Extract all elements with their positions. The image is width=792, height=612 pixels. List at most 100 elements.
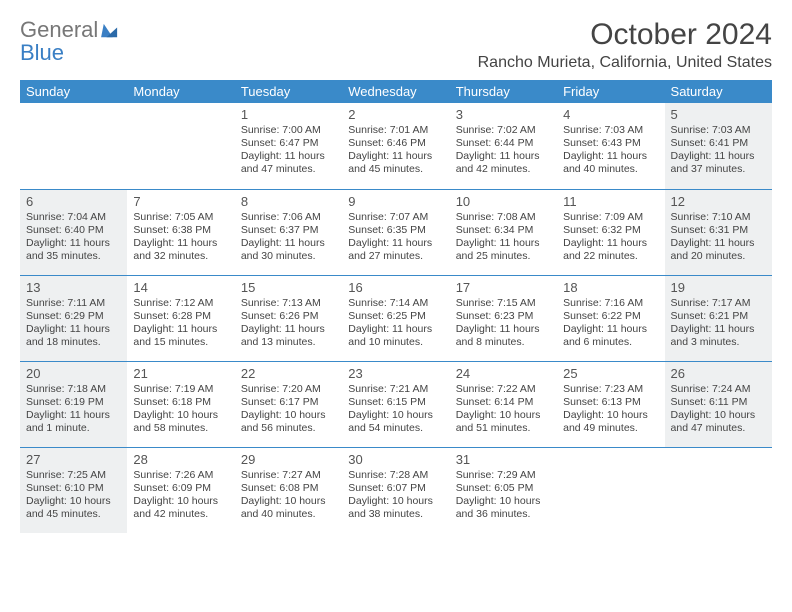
calendar-cell	[20, 103, 127, 189]
calendar-week: 27Sunrise: 7:25 AMSunset: 6:10 PMDayligh…	[20, 447, 772, 533]
calendar-cell: 16 Sunrise: 7:14 AMSunset: 6:25 PMDayligh…	[342, 275, 449, 361]
sunset-text: Sunset: 6:35 PM	[348, 224, 443, 237]
sunset-text: Sunset: 6:46 PM	[348, 137, 443, 150]
sunset-text: Sunset: 6:15 PM	[348, 396, 443, 409]
cell-detail: Sunrise: 7:05 AMSunset: 6:38 PMDaylight:…	[133, 211, 228, 264]
sunset-text: Sunset: 6:25 PM	[348, 310, 443, 323]
calendar-cell: 17Sunrise: 7:15 AMSunset: 6:23 PMDayligh…	[450, 275, 557, 361]
cell-detail: Sunrise: 7:28 AMSunset: 6:07 PMDaylight:…	[348, 469, 443, 522]
calendar-cell: 9Sunrise: 7:07 AMSunset: 6:35 PMDaylight…	[342, 189, 449, 275]
cell-detail: Sunrise: 7:16 AMSunset: 6:22 PMDaylight:…	[563, 297, 658, 350]
sunset-text: Sunset: 6:41 PM	[671, 137, 766, 150]
brand-part1: General	[20, 17, 98, 42]
day-number: 14	[133, 280, 228, 295]
sunrise-text: Sunrise: 7:11 AM	[26, 297, 121, 310]
brand-logo: GeneralBlue	[20, 18, 120, 64]
calendar-cell: 25Sunrise: 7:23 AMSunset: 6:13 PMDayligh…	[557, 361, 664, 447]
sunrise-text: Sunrise: 7:05 AM	[133, 211, 228, 224]
calendar-cell	[127, 103, 234, 189]
sunset-text: Sunset: 6:34 PM	[456, 224, 551, 237]
cell-detail: Sunrise: 7:03 AMSunset: 6:43 PMDaylight:…	[563, 124, 658, 177]
day-number: 16	[348, 280, 443, 295]
calendar-cell: 14Sunrise: 7:12 AMSunset: 6:28 PMDayligh…	[127, 275, 234, 361]
calendar-cell: 11Sunrise: 7:09 AMSunset: 6:32 PMDayligh…	[557, 189, 664, 275]
sunset-text: Sunset: 6:22 PM	[563, 310, 658, 323]
cell-detail: Sunrise: 7:20 AMSunset: 6:17 PMDaylight:…	[241, 383, 336, 436]
day-header: Friday	[557, 80, 664, 103]
sail-icon	[101, 20, 119, 43]
calendar-cell: 6Sunrise: 7:04 AMSunset: 6:40 PMDaylight…	[20, 189, 127, 275]
calendar-week: 1 Sunrise: 7:00 AMSunset: 6:47 PMDaylight…	[20, 103, 772, 189]
sunrise-text: Sunrise: 7:29 AM	[456, 469, 551, 482]
calendar-cell: 13Sunrise: 7:11 AMSunset: 6:29 PMDayligh…	[20, 275, 127, 361]
sunrise-text: Sunrise: 7:09 AM	[563, 211, 658, 224]
sunset-text: Sunset: 6:07 PM	[348, 482, 443, 495]
calendar-cell: 3Sunrise: 7:02 AMSunset: 6:44 PMDaylight…	[450, 103, 557, 189]
daylight-text: Daylight: 11 hours and 37 minutes.	[671, 150, 766, 176]
sunrise-text: Sunrise: 7:19 AM	[133, 383, 228, 396]
sunset-text: Sunset: 6:08 PM	[241, 482, 336, 495]
sunset-text: Sunset: 6:21 PM	[671, 310, 766, 323]
sunrise-text: Sunrise: 7:27 AM	[241, 469, 336, 482]
cell-detail: Sunrise: 7:03 AMSunset: 6:41 PMDaylight:…	[671, 124, 766, 177]
sunrise-text: Sunrise: 7:23 AM	[563, 383, 658, 396]
daylight-text: Daylight: 10 hours and 47 minutes.	[671, 409, 766, 435]
day-number: 26	[671, 366, 766, 381]
sunset-text: Sunset: 6:18 PM	[133, 396, 228, 409]
calendar-cell: 4Sunrise: 7:03 AMSunset: 6:43 PMDaylight…	[557, 103, 664, 189]
day-number: 5	[671, 107, 766, 122]
sunrise-text: Sunrise: 7:03 AM	[563, 124, 658, 137]
calendar-table: SundayMondayTuesdayWednesdayThursdayFrid…	[20, 80, 772, 533]
sunset-text: Sunset: 6:05 PM	[456, 482, 551, 495]
day-number: 1	[241, 107, 336, 122]
calendar-week: 20Sunrise: 7:18 AMSunset: 6:19 PMDayligh…	[20, 361, 772, 447]
daylight-text: Daylight: 11 hours and 25 minutes.	[456, 237, 551, 263]
daylight-text: Daylight: 11 hours and 30 minutes.	[241, 237, 336, 263]
sunrise-text: Sunrise: 7:25 AM	[26, 469, 121, 482]
sunrise-text: Sunrise: 7:03 AM	[671, 124, 766, 137]
calendar-week: 13Sunrise: 7:11 AMSunset: 6:29 PMDayligh…	[20, 275, 772, 361]
calendar-cell: 27Sunrise: 7:25 AMSunset: 6:10 PMDayligh…	[20, 447, 127, 533]
calendar-cell: 30 Sunrise: 7:28 AMSunset: 6:07 PMDayligh…	[342, 447, 449, 533]
sunset-text: Sunset: 6:43 PM	[563, 137, 658, 150]
calendar-cell: 15Sunrise: 7:13 AMSunset: 6:26 PMDayligh…	[235, 275, 342, 361]
daylight-text: Daylight: 11 hours and 3 minutes.	[671, 323, 766, 349]
sunrise-text: Sunrise: 7:16 AM	[563, 297, 658, 310]
sunrise-text: Sunrise: 7:24 AM	[671, 383, 766, 396]
day-number: 7	[133, 194, 228, 209]
day-number: 30	[348, 452, 443, 467]
cell-detail: Sunrise: 7:00 AMSunset: 6:47 PMDaylight:…	[241, 124, 336, 177]
daylight-text: Daylight: 11 hours and 1 minute.	[26, 409, 121, 435]
daylight-text: Daylight: 11 hours and 42 minutes.	[456, 150, 551, 176]
sunrise-text: Sunrise: 7:22 AM	[456, 383, 551, 396]
sunset-text: Sunset: 6:44 PM	[456, 137, 551, 150]
cell-detail: Sunrise: 7:18 AMSunset: 6:19 PMDaylight:…	[26, 383, 121, 436]
cell-detail: Sunrise: 7:19 AMSunset: 6:18 PMDaylight:…	[133, 383, 228, 436]
daylight-text: Daylight: 11 hours and 35 minutes.	[26, 237, 121, 263]
sunrise-text: Sunrise: 7:14 AM	[348, 297, 443, 310]
daylight-text: Daylight: 11 hours and 10 minutes.	[348, 323, 443, 349]
calendar-cell: 28Sunrise: 7:26 AMSunset: 6:09 PMDayligh…	[127, 447, 234, 533]
calendar-cell: 12Sunrise: 7:10 AMSunset: 6:31 PMDayligh…	[665, 189, 772, 275]
sunset-text: Sunset: 6:19 PM	[26, 396, 121, 409]
daylight-text: Daylight: 10 hours and 38 minutes.	[348, 495, 443, 521]
daylight-text: Daylight: 10 hours and 36 minutes.	[456, 495, 551, 521]
cell-detail: Sunrise: 7:15 AMSunset: 6:23 PMDaylight:…	[456, 297, 551, 350]
cell-detail: Sunrise: 7:27 AMSunset: 6:08 PMDaylight:…	[241, 469, 336, 522]
cell-detail: Sunrise: 7:13 AMSunset: 6:26 PMDaylight:…	[241, 297, 336, 350]
sunset-text: Sunset: 6:47 PM	[241, 137, 336, 150]
calendar-cell: 21Sunrise: 7:19 AMSunset: 6:18 PMDayligh…	[127, 361, 234, 447]
sunset-text: Sunset: 6:38 PM	[133, 224, 228, 237]
day-header: Sunday	[20, 80, 127, 103]
cell-detail: Sunrise: 7:22 AMSunset: 6:14 PMDaylight:…	[456, 383, 551, 436]
day-header: Thursday	[450, 80, 557, 103]
day-number: 8	[241, 194, 336, 209]
cell-detail: Sunrise: 7:26 AMSunset: 6:09 PMDaylight:…	[133, 469, 228, 522]
cell-detail: Sunrise: 7:08 AMSunset: 6:34 PMDaylight:…	[456, 211, 551, 264]
day-number: 6	[26, 194, 121, 209]
sunrise-text: Sunrise: 7:07 AM	[348, 211, 443, 224]
cell-detail: Sunrise: 7:06 AMSunset: 6:37 PMDaylight:…	[241, 211, 336, 264]
cell-detail: Sunrise: 7:29 AMSunset: 6:05 PMDaylight:…	[456, 469, 551, 522]
cell-detail: Sunrise: 7:25 AMSunset: 6:10 PMDaylight:…	[26, 469, 121, 522]
day-number: 12	[671, 194, 766, 209]
